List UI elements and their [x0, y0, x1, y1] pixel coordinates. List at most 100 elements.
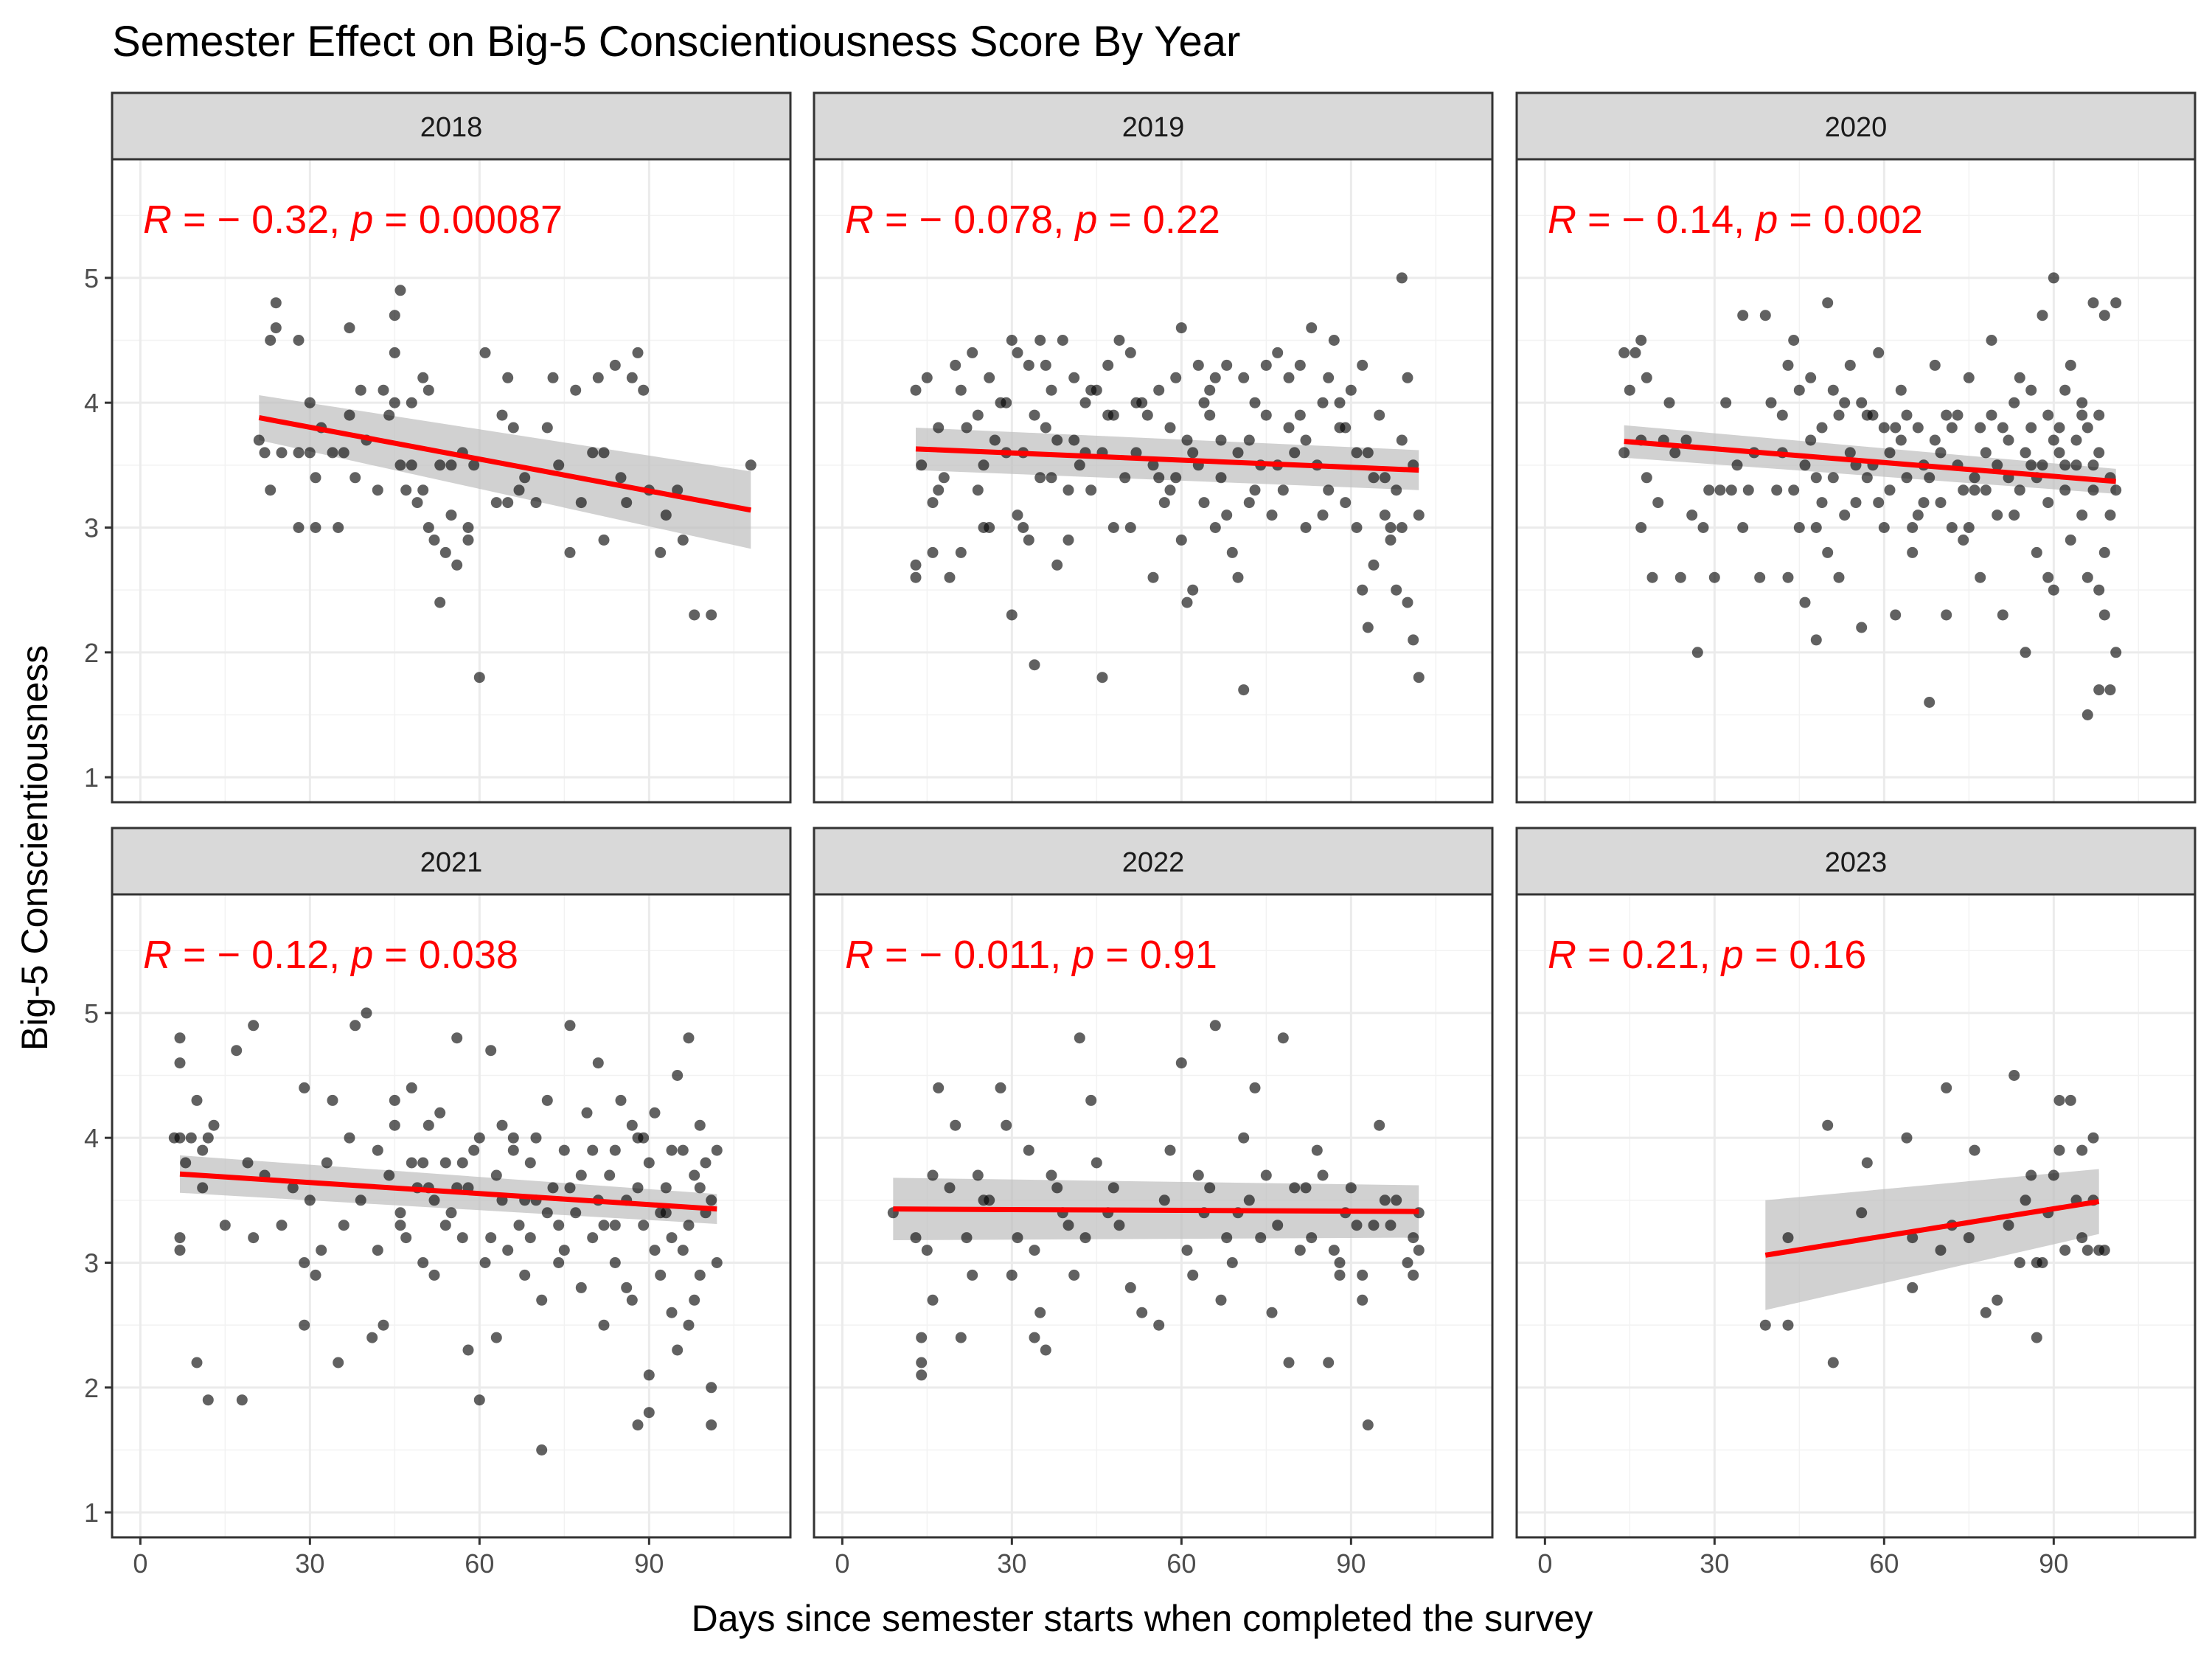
data-point: [1782, 1319, 1794, 1331]
data-point: [389, 347, 400, 358]
data-point: [2020, 1194, 2031, 1206]
data-point: [1992, 459, 2003, 471]
data-point: [1345, 1182, 1357, 1194]
data-point: [1958, 534, 1969, 546]
data-point: [1385, 522, 1397, 533]
data-point: [1884, 447, 1896, 459]
data-point: [174, 1132, 186, 1144]
data-point: [519, 1269, 531, 1281]
data-point: [2059, 1245, 2071, 1256]
data-point: [1238, 372, 1250, 383]
data-point: [1029, 1332, 1040, 1343]
data-point: [276, 1220, 288, 1231]
data-point: [1884, 484, 1896, 496]
data-point: [1243, 497, 1255, 509]
data-point: [564, 546, 576, 558]
data-point: [711, 1257, 723, 1268]
data-point: [626, 372, 638, 383]
data-point: [1782, 571, 1794, 583]
correlation-annotation: R = 0.21, p = 0.16: [1548, 933, 1866, 977]
data-point: [938, 472, 950, 484]
data-point: [411, 497, 423, 509]
data-point: [293, 522, 305, 533]
data-point: [2065, 359, 2076, 371]
data-point: [434, 459, 446, 471]
data-point: [1040, 422, 1051, 434]
data-point: [1907, 546, 1919, 558]
data-point: [1742, 484, 1754, 496]
data-point: [1255, 1232, 1267, 1244]
data-point: [270, 297, 282, 309]
data-point: [394, 459, 406, 471]
data-point: [236, 1394, 248, 1406]
data-point: [1624, 384, 1635, 396]
data-point: [558, 1144, 570, 1156]
data-point: [406, 459, 417, 471]
data-point: [1720, 397, 1732, 408]
data-point: [2110, 484, 2122, 496]
panel-border: [111, 893, 792, 1539]
data-point: [1362, 622, 1374, 633]
data-point: [1890, 422, 1902, 434]
data-point: [1001, 397, 1012, 408]
data-point: [310, 472, 321, 484]
data-point: [615, 1094, 627, 1106]
data-point: [174, 1232, 186, 1244]
data-point: [310, 522, 321, 533]
data-point: [1158, 1194, 1170, 1206]
data-point: [1782, 1232, 1794, 1244]
data-point: [1102, 409, 1114, 421]
data-point: [1079, 1232, 1091, 1244]
annotation-part: = 0.038: [373, 933, 518, 977]
data-point: [575, 1169, 587, 1181]
data-point: [1969, 1144, 1980, 1156]
data-point: [1068, 372, 1080, 383]
data-point: [197, 1144, 209, 1156]
data-point: [972, 1169, 984, 1181]
data-point: [933, 1082, 945, 1093]
data-point: [1907, 1281, 1919, 1293]
data-point: [422, 384, 434, 396]
data-point: [507, 1132, 519, 1144]
data-point: [462, 534, 474, 546]
data-point: [655, 1269, 667, 1281]
data-point: [2065, 1094, 2076, 1106]
data-point: [598, 447, 610, 459]
data-point: [428, 1269, 440, 1281]
annotation-part: = 0.91: [1094, 933, 1217, 977]
data-point: [1079, 397, 1091, 408]
annotation-part: R: [845, 198, 874, 242]
data-point: [293, 447, 305, 459]
x-tick-label: 60: [1166, 1548, 1196, 1579]
data-point: [1929, 359, 1941, 371]
data-point: [1238, 684, 1250, 696]
data-point: [2020, 447, 2031, 459]
data-point: [615, 472, 627, 484]
data-point: [1068, 1269, 1080, 1281]
data-point: [1243, 434, 1255, 446]
data-point: [1402, 1257, 1413, 1268]
data-point: [961, 422, 973, 434]
data-point: [2093, 684, 2105, 696]
facet-strip: [813, 827, 1494, 896]
data-point: [479, 1257, 491, 1268]
data-point: [541, 1094, 553, 1106]
data-point: [439, 1157, 451, 1169]
data-point: [1618, 447, 1630, 459]
data-point: [1918, 497, 1930, 509]
data-point: [1986, 409, 1997, 421]
data-point: [1413, 1245, 1425, 1256]
data-point: [1113, 1220, 1125, 1231]
data-point: [558, 1245, 570, 1256]
data-point: [989, 434, 1001, 446]
data-point: [2093, 447, 2105, 459]
data-point: [299, 1082, 310, 1093]
data-point: [609, 1144, 621, 1156]
facet-2022: 2022 R = − 0.011, p = 0.91 0 30 60 90: [813, 827, 1494, 1579]
data-point: [406, 397, 417, 408]
data-point: [570, 1207, 582, 1219]
data-point: [327, 1094, 338, 1106]
data-point: [1018, 522, 1029, 533]
data-point: [694, 1182, 706, 1194]
data-point: [1175, 1057, 1187, 1069]
